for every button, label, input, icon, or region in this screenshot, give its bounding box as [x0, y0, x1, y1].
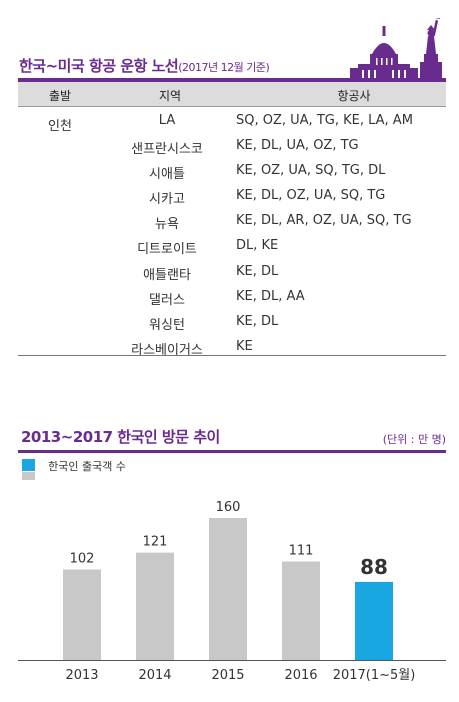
routes-title: 한국~미국 항공 운항 노선(2017년 12월 기준) — [19, 55, 270, 76]
table-row: 뉴욕 KE, DL, AR, OZ, UA, SQ, TG — [18, 210, 446, 235]
table-row: 디트로이트 DL, KE — [18, 235, 446, 260]
route-city: 시애틀 — [149, 167, 185, 183]
legend-swatch-gray — [22, 472, 35, 480]
route-city: 샌프란시스코 — [131, 142, 203, 158]
route-airlines: KE, DL — [236, 263, 279, 279]
legend-label: 한국인 출국객 수 — [48, 460, 126, 473]
route-city: 라스베이거스 — [131, 342, 203, 358]
chart-title: 2013~2017 한국인 방문 추이 — [21, 428, 220, 446]
bar-2013 — [63, 569, 101, 660]
header-region: 지역 — [158, 89, 182, 103]
us-landmarks-illustration — [350, 18, 442, 80]
route-airlines: DL, KE — [236, 238, 279, 254]
route-airlines: KE, DL, AR, OZ, UA, SQ, TG — [236, 213, 412, 229]
header-origin: 출발 — [48, 89, 72, 103]
bar-2015 — [209, 518, 247, 660]
route-city: 워싱턴 — [149, 317, 185, 333]
route-city: 애틀랜타 — [143, 267, 191, 283]
tick-label-2015: 2015 — [211, 668, 244, 683]
bar-2016 — [282, 561, 320, 660]
table-row: 샌프란시스코 KE, DL, UA, OZ, TG — [18, 135, 446, 160]
data-label-2017(1~5월): 88 — [360, 555, 388, 579]
route-city: 시카고 — [149, 192, 185, 208]
table-row: 워싱턴 KE, DL — [18, 311, 446, 336]
chart-legend: 한국인 출국객 수 — [22, 459, 126, 480]
route-airlines: KE, DL — [236, 313, 279, 329]
route-airlines: SQ, OZ, UA, TG, KE, LA, AM — [236, 113, 413, 128]
routes-subtitle: (2017년 12월 기준) — [178, 61, 270, 74]
chart-title-rule — [18, 450, 446, 453]
route-airlines: KE, DL, AA — [236, 288, 305, 304]
data-label-2016: 111 — [289, 543, 314, 558]
routes-title-text: 한국~미국 항공 운항 노선 — [19, 57, 179, 75]
header-airlines: 항공사 — [337, 89, 371, 103]
routes-table-header: 출발 지역 항공사 — [18, 82, 446, 107]
bar-2014 — [136, 552, 174, 660]
data-label-2015: 160 — [216, 500, 241, 515]
origin-incheon: 인천 — [48, 119, 72, 134]
table-row: 라스베이거스 KE — [18, 336, 446, 361]
table-row: 시애틀 KE, OZ, UA, SQ, TG, DL — [18, 160, 446, 185]
visitor-bar-chart: 102 2013 121 2014 160 2015 111 2016 88 2017(1~5월) — [18, 500, 446, 683]
routes-table-bottom-rule — [18, 355, 446, 356]
table-row: LA SQ, OZ, UA, TG, KE, LA, AM — [18, 110, 446, 135]
tick-label-2013: 2013 — [65, 668, 98, 683]
tick-label-2016: 2016 — [284, 668, 317, 683]
legend-swatch — [22, 459, 35, 471]
bar-2017(1~5월) — [355, 581, 393, 660]
route-city: 댈러스 — [149, 292, 185, 308]
table-row: 댈러스 KE, DL, AA — [18, 286, 446, 311]
routes-table-body: LA SQ, OZ, UA, TG, KE, LA, AM 샌프란시스코 KE,… — [18, 110, 446, 361]
route-airlines: KE — [236, 338, 253, 354]
route-city: LA — [158, 113, 176, 128]
table-row: 애틀랜타 KE, DL — [18, 261, 446, 286]
tick-label-2014: 2014 — [138, 668, 171, 683]
route-city: 뉴욕 — [155, 217, 179, 233]
tick-label-2017(1~5월): 2017(1~5월) — [333, 668, 416, 683]
chart-unit: (단위 : 만 명) — [382, 433, 446, 446]
data-label-2014: 121 — [143, 535, 168, 550]
routes-title-rule — [18, 78, 446, 82]
route-airlines: KE, DL, OZ, UA, SQ, TG — [236, 188, 386, 204]
data-label-2013: 102 — [70, 551, 95, 566]
route-airlines: KE, OZ, UA, SQ, TG, DL — [236, 163, 386, 179]
route-city: 디트로이트 — [137, 242, 197, 258]
route-airlines: KE, DL, UA, OZ, TG — [236, 138, 359, 154]
table-row: 시카고 KE, DL, OZ, UA, SQ, TG — [18, 185, 446, 210]
